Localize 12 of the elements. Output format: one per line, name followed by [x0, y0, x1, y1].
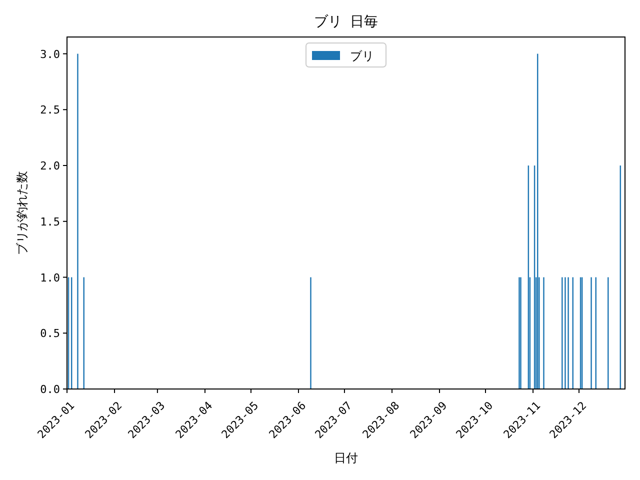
x-axis-title: 日付 — [334, 451, 358, 465]
y-tick-label: 0.5 — [40, 327, 60, 340]
y-tick-label: 2.0 — [40, 160, 60, 173]
y-axis-title: ブリが釣れた数 — [15, 171, 29, 255]
chart-title: ブリ 日毎 — [314, 14, 378, 30]
legend-label: ブリ — [350, 49, 374, 63]
y-tick-label: 3.0 — [40, 48, 60, 61]
legend: ブリ — [306, 42, 386, 68]
y-tick-label: 2.5 — [40, 104, 60, 117]
y-tick-label: 1.5 — [40, 215, 60, 228]
y-tick-label: 0.0 — [40, 383, 60, 396]
y-tick-label: 1.0 — [40, 271, 60, 284]
